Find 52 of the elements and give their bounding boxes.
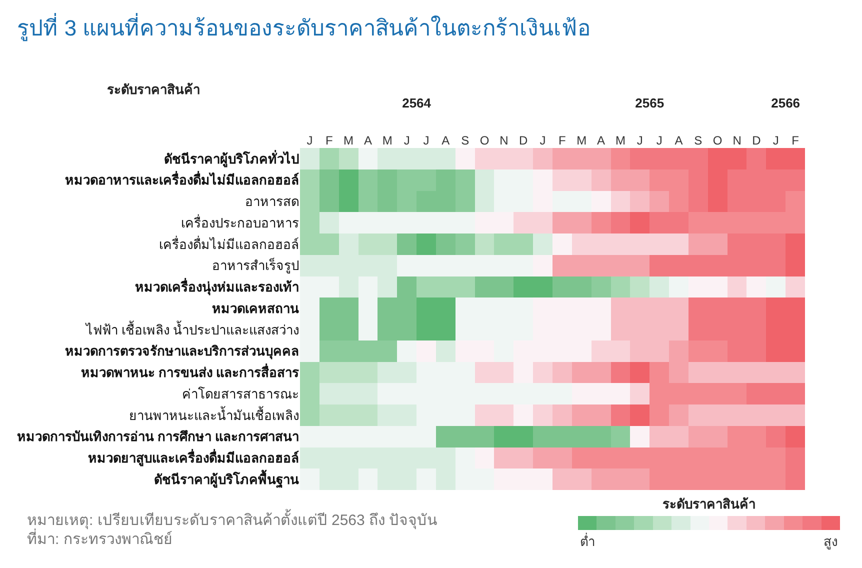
y-tick-label: หมวดการตรวจรักษาและบริการส่วนบุคคล xyxy=(65,344,299,360)
x-tick-label: M xyxy=(382,134,392,148)
x-tick-label: J xyxy=(306,134,313,148)
y-tick-label: ค่าโดยสารสาธารณะ xyxy=(178,386,299,402)
x-tick-label: N xyxy=(732,134,742,148)
y-tick-label: เครื่องประกอบอาหาร xyxy=(177,214,299,230)
x-tick-label: J xyxy=(636,134,643,148)
x2-tick-label: 2566 xyxy=(771,95,800,110)
x-tick-label: A xyxy=(364,134,372,148)
x-tick-label: J xyxy=(772,134,779,148)
chart-title: รูปที่ 3 แผนที่ความร้อนของระดับราคาสินค้าในตะกร้าเงินเฟ้อ xyxy=(17,12,591,42)
x-tick-label: J xyxy=(404,134,410,148)
x2-tick-label: 2564 xyxy=(402,95,432,110)
x-tick-label: F xyxy=(792,134,799,148)
x-tick-label: N xyxy=(500,134,508,148)
x-tick-label: F xyxy=(558,134,566,148)
x-tick-label: A xyxy=(597,134,606,148)
x2-tick-label: 2565 xyxy=(635,95,664,110)
x-tick-label: A xyxy=(442,134,450,148)
color-bar-label: ต่ำ xyxy=(580,533,595,550)
x-tick-label: M xyxy=(344,134,354,148)
y-tick-label: ไฟฟ้า เชื้อเพลิง น้ำประปาและแสงสว่าง xyxy=(82,320,299,338)
x-tick-label: M xyxy=(615,134,626,148)
x-tick-label: J xyxy=(540,134,546,148)
y-axis-title: ระดับราคาสินค้า xyxy=(107,82,200,97)
color-bar-label: สูง xyxy=(824,534,838,550)
x-tick-label: D xyxy=(752,134,762,148)
y-tick-label: หมวดยาสูบและเครื่องดื่มมีแอลกอฮอล์ xyxy=(88,448,299,466)
x-tick-label: M xyxy=(576,134,587,148)
y-tick-label: อาหารสด xyxy=(241,194,299,209)
x-tick-label: O xyxy=(480,134,490,148)
x-tick-label: D xyxy=(519,134,528,148)
x-tick-label: J xyxy=(656,134,662,148)
y-tick-label: หมวดเคหสถาน xyxy=(212,300,299,316)
y-tick-label: หมวดพาหนะ การขนส่ง และการสื่อสาร xyxy=(80,362,299,380)
x-tick-label: J xyxy=(423,134,430,148)
text: ที่มา: กระทรวงพาณิชย์ xyxy=(27,528,172,548)
color-bar-title: ระดับราคาสินค้า xyxy=(662,496,756,512)
y-tick-label: อาหารสำเร็จรูป xyxy=(208,256,299,274)
x-tick-label: A xyxy=(674,134,683,148)
y-tick-label: หมวดเครื่องนุ่งห่มและรองเท้า xyxy=(135,277,299,296)
x-tick-label: O xyxy=(712,134,722,148)
x-tick-label: F xyxy=(325,134,333,148)
y-tick-label: ดัชนีราคาผู้บริโภคพื้นฐาน xyxy=(154,468,299,489)
x-tick-label: S xyxy=(461,134,470,148)
x-tick-label: S xyxy=(694,134,702,148)
text: หมายเหตุ: เปรียบเทียบระดับราคาสินค้าตั้งแต่ปี 2563 ถึง ปัจจุบัน xyxy=(27,509,438,530)
y-tick-label: หมวดการบันเทิงการอ่าน การศึกษา และการศาสนา xyxy=(16,429,299,444)
y-tick-label: ยานพาหนะและน้ำมันเชื้อเพลิง xyxy=(125,406,299,423)
y-tick-label: ดัชนีราคาผู้บริโภคทั่วไป xyxy=(164,149,299,168)
y-tick-label: หมวดอาหารและเครื่องดื่มไม่มีแอลกอฮอล์ xyxy=(65,170,299,188)
y-tick-label: เครื่องดื่มไม่มีแอลกอฮอล์ xyxy=(155,236,299,252)
